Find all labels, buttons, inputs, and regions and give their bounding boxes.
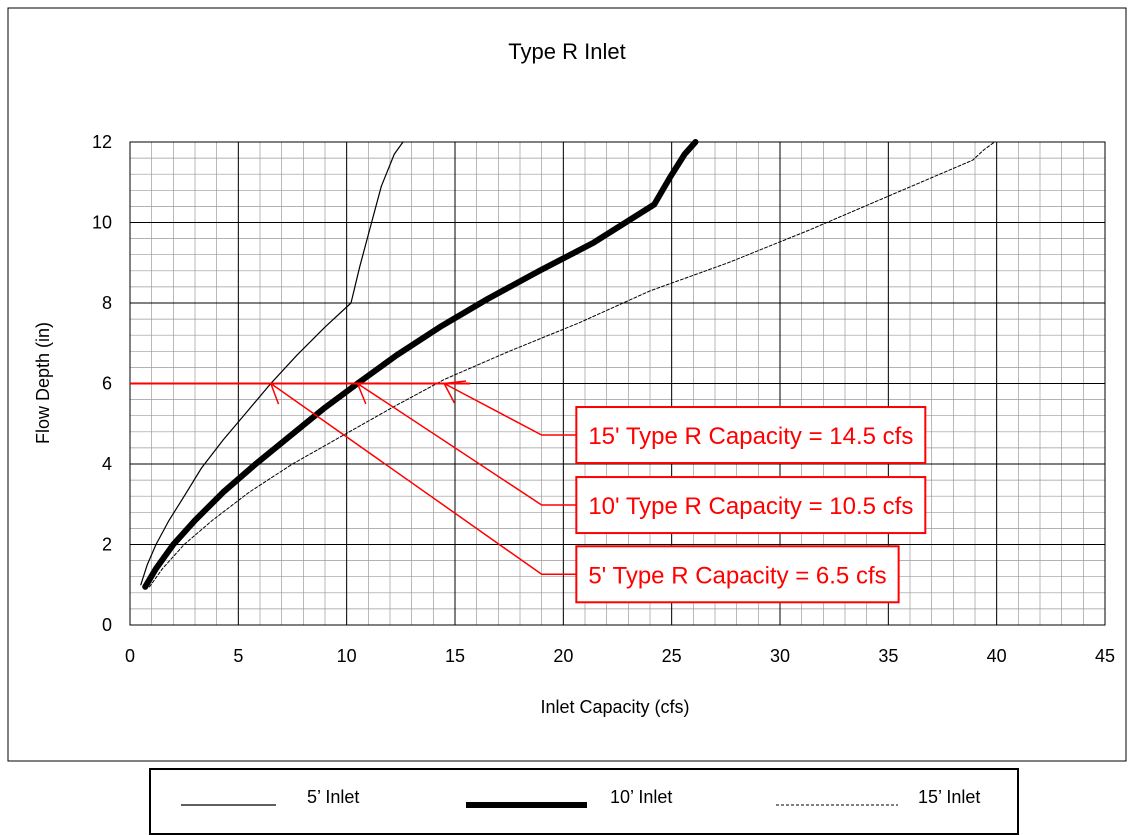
x-tick-label: 25	[662, 646, 682, 666]
y-tick-label: 12	[92, 132, 112, 152]
y-tick-label: 0	[102, 615, 112, 635]
y-tick-label: 2	[102, 535, 112, 555]
y-axis-title: Flow Depth (in)	[33, 322, 53, 444]
annotation-arrowhead-2	[269, 382, 293, 405]
x-tick-label: 45	[1095, 646, 1115, 666]
annotation-box-2	[575, 545, 900, 604]
legend: 5’ Inlet 10’ Inlet 15’ Inlet	[149, 768, 1019, 835]
x-tick-label: 20	[553, 646, 573, 666]
annotation-label-2: 5' Type R Capacity = 6.5 cfs	[588, 562, 886, 589]
y-tick-label: 8	[102, 293, 112, 313]
annotation-arrowhead-0	[442, 380, 467, 404]
annotation-leader-0	[443, 382, 577, 436]
x-tick-label: 5	[233, 646, 243, 666]
chart-title: Type R Inlet	[508, 39, 625, 64]
series-line-2	[149, 141, 995, 588]
x-tick-label: 40	[987, 646, 1007, 666]
x-tick-label: 0	[125, 646, 135, 666]
annotation-layer: 15' Type R Capacity = 14.5 cfs 10' Type R…	[130, 380, 927, 604]
annotation-box-0	[575, 406, 927, 465]
x-tick-label: 30	[770, 646, 790, 666]
annotation-label-1: 10' Type R Capacity = 10.5 cfs	[588, 493, 913, 520]
y-tick-label: 10	[92, 213, 112, 233]
annotation-leader-1	[357, 382, 577, 506]
x-tick-label: 15	[445, 646, 465, 666]
annotation-leader-2	[270, 382, 577, 576]
legend-label-15ft: 15’ Inlet	[918, 787, 980, 807]
legend-label-10ft: 10’ Inlet	[610, 787, 672, 807]
annotation-label-0: 15' Type R Capacity = 14.5 cfs	[588, 423, 913, 450]
y-tick-label: 4	[102, 454, 112, 474]
annotation-box-1	[575, 476, 927, 535]
tick-labels: 0 5 10 15 20 25 30 35 40 45 0 2 4 6 8 10 12	[92, 132, 1115, 666]
x-tick-label: 35	[878, 646, 898, 666]
legend-label-5ft: 5’ Inlet	[307, 787, 359, 807]
legend-box	[149, 768, 1019, 835]
series-line-1	[142, 139, 699, 590]
y-tick-label: 6	[102, 374, 112, 394]
annotation-arrowhead-1	[356, 382, 380, 405]
x-tick-label: 10	[337, 646, 357, 666]
x-axis-title: Inlet Capacity (cfs)	[540, 697, 689, 717]
